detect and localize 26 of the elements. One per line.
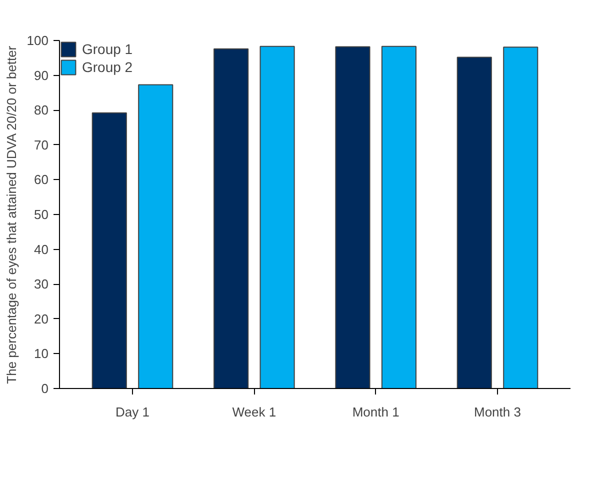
x-tick-label: Week 1	[232, 404, 276, 420]
x-tick-label: Month 3	[474, 404, 521, 420]
bar	[503, 46, 538, 388]
y-tick-label: 20	[34, 311, 49, 326]
legend-label: Group 2	[82, 58, 133, 76]
y-axis-title: The percentage of eyes that attained UDVA 20/20 or better	[4, 45, 19, 384]
bar	[138, 84, 174, 388]
bar	[260, 46, 295, 388]
y-tick-label: 10	[34, 346, 49, 362]
y-tick-label: 0	[41, 381, 49, 396]
y-tick-label: 40	[34, 242, 49, 257]
y-tick-label: 100	[26, 33, 49, 48]
bar	[214, 48, 249, 388]
x-tick-label: Month 1	[352, 404, 400, 420]
bar	[381, 46, 416, 388]
legend-label: Group 1	[82, 40, 133, 58]
x-tick-label: Day 1	[116, 404, 150, 420]
bar	[335, 46, 370, 388]
y-tick-label: 80	[34, 102, 49, 118]
y-tick-label: 50	[34, 207, 49, 222]
y-tick-label: 70	[34, 137, 49, 152]
y-tick-label: 30	[34, 276, 49, 292]
bar	[456, 56, 492, 388]
y-tick-label: 60	[34, 172, 49, 188]
y-tick-label: 90	[34, 68, 49, 83]
bar	[92, 112, 127, 388]
